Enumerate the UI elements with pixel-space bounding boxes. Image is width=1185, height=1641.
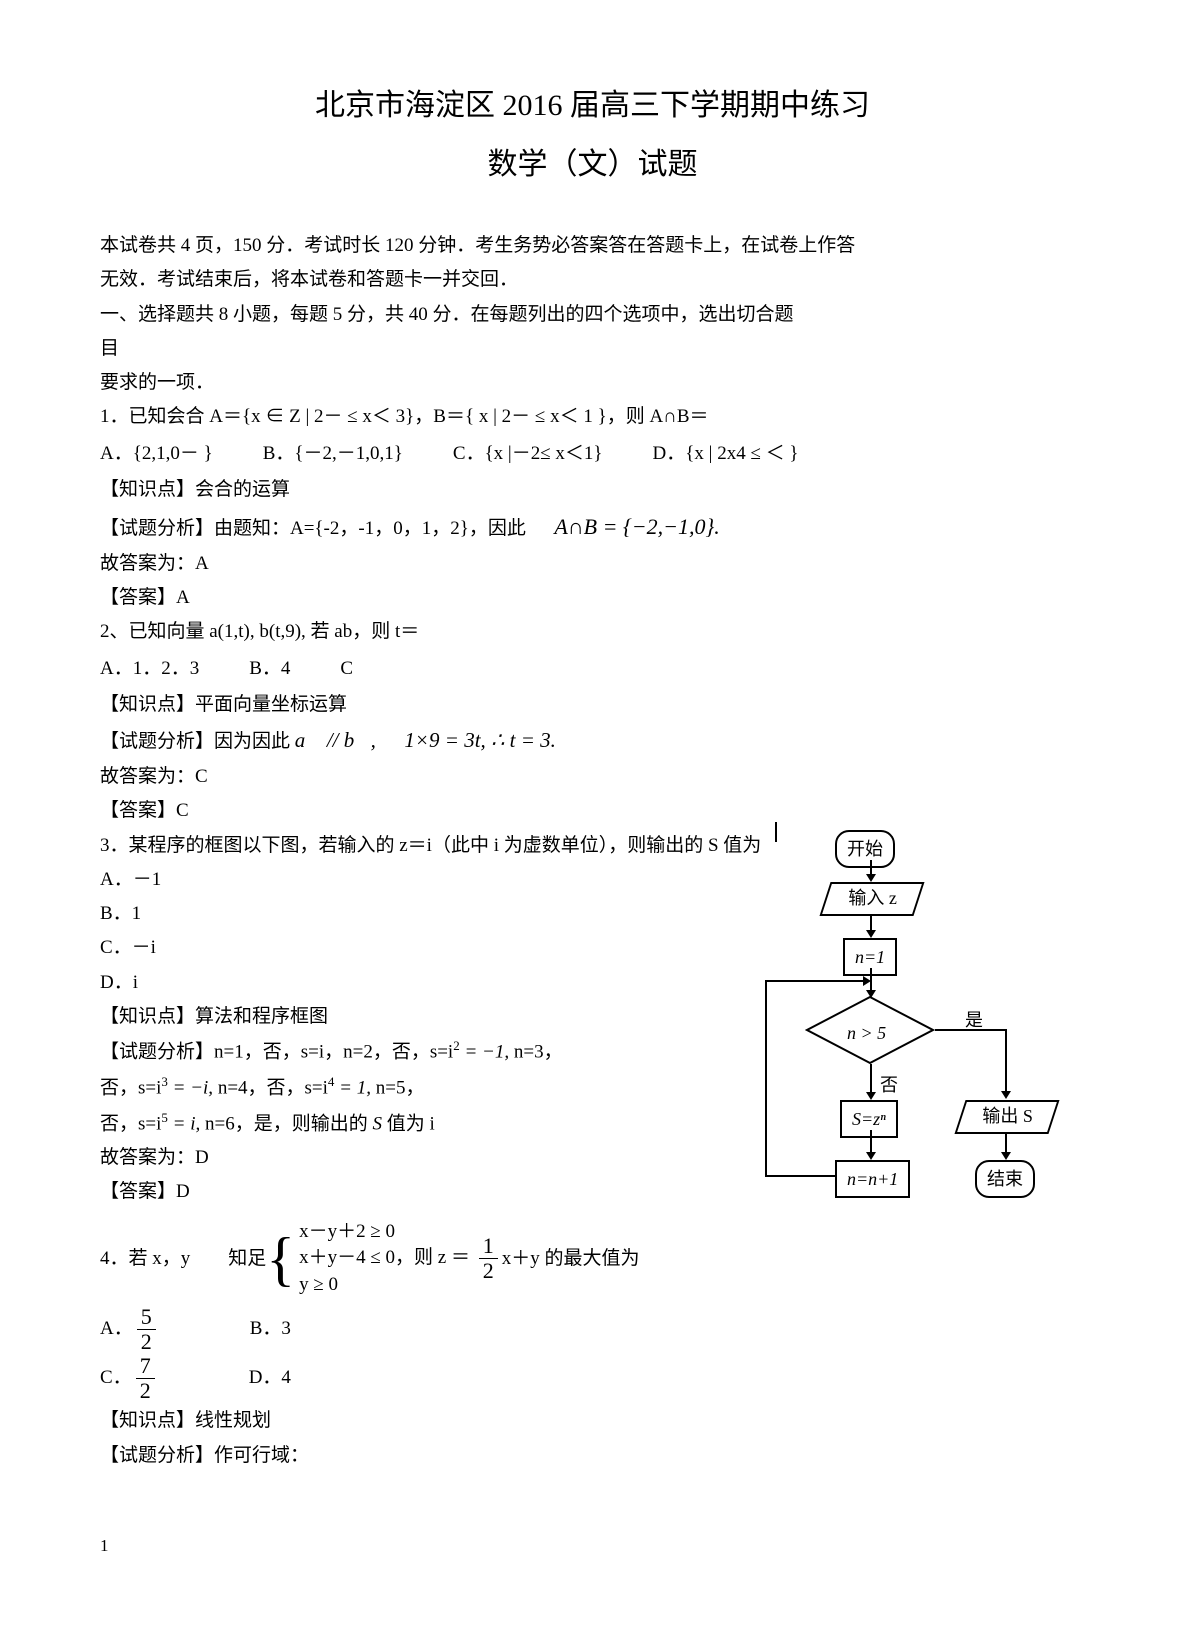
fc-arrow-assign xyxy=(870,1130,872,1158)
intro-p1: 本试卷共 4 页，150 分．考试时长 120 分钟．考生务势必答案答在答题卡上… xyxy=(100,230,1085,262)
q4-choices-1: A． 5 2 B．3 xyxy=(100,1305,1085,1354)
doc-title: 北京市海淀区 2016 届高三下学期期中练习 xyxy=(100,80,1085,131)
q2-analysis: 【试题分析】因为因此 a⃗ // b⃗, 1×9 = 3t, ∴ t = 3. xyxy=(100,723,1085,759)
q3-an1-eq: = −1, xyxy=(460,1042,509,1063)
fc-arrow-yes-v xyxy=(1005,1029,1007,1097)
fc-end: 结束 xyxy=(975,1160,1035,1199)
q1-choice-d: D．{x | 2x4 ≤ ＜ } xyxy=(653,438,799,470)
q2-ans: 【答案】C xyxy=(100,795,1085,827)
q1-stem: 1．已知会合 A＝{x ∈ Z | 2－ ≤ x＜ 3}，B＝{ x | 2－ … xyxy=(100,401,1085,433)
q4-c1: x－y＋2 ≥ 0 xyxy=(299,1221,395,1242)
fc-output-label: 输出 S xyxy=(982,1102,1033,1130)
fc-arrow-2 xyxy=(870,916,872,936)
fc-cond: n > 5 xyxy=(847,1018,886,1049)
q4-kp: 【知识点】线性规划 xyxy=(100,1405,1085,1437)
q4-c2: x＋y－4 ≤ 0，则 z ＝ xyxy=(299,1247,470,1268)
q3-block: 3．某程序的框图以下图，若输入的 z＝i（此中 i 为虚数单位），则输出的 S … xyxy=(100,830,1085,1209)
fc-output: 输出 S xyxy=(954,1100,1059,1134)
q3-an2-eq2: = 1, xyxy=(334,1077,371,1098)
q3-an2-pre: 否，s=i xyxy=(100,1077,161,1098)
q1-analysis-text: 【试题分析】由题知：A={-2，-1，0，1，2}，因此 xyxy=(100,518,526,539)
q3-an3-mid: n=6，是，则输出的 xyxy=(200,1113,367,1134)
fc-loop-h1 xyxy=(765,1175,835,1177)
q2-analysis-pre: 【试题分析】因为因此 xyxy=(100,731,290,752)
q4-choice-d: D．4 xyxy=(249,1362,291,1394)
q3-an3-eq: = i, xyxy=(168,1113,200,1134)
intro-p5: 要求的一项． xyxy=(100,367,1085,399)
q4-choices-2: C． 7 2 D．4 xyxy=(100,1354,1085,1403)
q4-c-den: 2 xyxy=(136,1379,155,1403)
q3-an3-post: 值为 i xyxy=(382,1113,435,1134)
q1-kp: 【知识点】会合的运算 xyxy=(100,474,1085,506)
q3-an3-s: S xyxy=(372,1113,382,1134)
q4-frac-c: 7 2 xyxy=(136,1354,155,1403)
q4-constraints: { x－y＋2 ≥ 0 x＋y－4 ≤ 0，则 z ＝ y ≥ 0 xyxy=(266,1219,470,1299)
q4-choice-a: A． xyxy=(100,1313,133,1345)
q4-frac-num: 1 xyxy=(479,1234,498,1259)
q1-choice-a: A．{2,1,0－ } xyxy=(100,438,213,470)
q3-an3-pre: 否，s=i xyxy=(100,1113,161,1134)
q2-choice-b: B．4 xyxy=(249,653,290,685)
q3-an1-pre: 【试题分析】n=1，否，s=i，n=2，否，s=i xyxy=(100,1042,453,1063)
q1-ans: 【答案】A xyxy=(100,582,1085,614)
q4-stem-pre: 4．若 x，y 知足 xyxy=(100,1243,266,1275)
q2-choice-c: C xyxy=(340,653,353,685)
q4-a-den: 2 xyxy=(137,1330,156,1354)
q4-analysis: 【试题分析】作可行域： xyxy=(100,1440,1085,1472)
q4-a-num: 5 xyxy=(137,1305,156,1330)
fc-input: 输入 z xyxy=(819,882,924,916)
q1-choices: A．{2,1,0－ } B．{－2,－1,0,1} C．{x |－2≤ x＜1}… xyxy=(100,438,1085,470)
q4-choice-b: B．3 xyxy=(250,1313,291,1345)
doc-subtitle: 数学（文）试题 xyxy=(100,139,1085,190)
q3-an1-post: n=3， xyxy=(509,1042,562,1063)
q2-analysis-m1: a⃗ // b⃗, xyxy=(295,728,376,752)
fc-loop-h2 xyxy=(765,980,869,982)
brace-icon: { xyxy=(266,1229,295,1289)
fc-input-label: 输入 z xyxy=(848,884,897,912)
fc-inc: n=n+1 xyxy=(835,1160,910,1199)
intro-p3: 一、选择题共 8 小题，每题 5 分，共 40 分．在每题列出的四个选项中，选出… xyxy=(100,299,1085,331)
fc-assign: S=zⁿ xyxy=(840,1100,898,1139)
q2-analysis-m2: 1×9 = 3t, ∴ t = 3. xyxy=(404,728,556,752)
flowchart: 开始 输入 z n=1 n > 5 是 输出 S 结束 否 S=zⁿ n=n+1 xyxy=(735,830,1095,1310)
q3-an2-eq: = −i, xyxy=(168,1077,213,1098)
q1-analysis-math: A∩B = {−2,−1,0}. xyxy=(554,514,719,539)
intro-p2: 无效．考试结束后，将本试卷和答题卡一并交回． xyxy=(100,264,1085,296)
fc-yes: 是 xyxy=(965,1005,983,1036)
q2-so: 故答案为：C xyxy=(100,761,1085,793)
fc-loop-v xyxy=(765,980,767,1177)
q4-c-num: 7 xyxy=(136,1354,155,1379)
fc-arrow-no xyxy=(870,1064,872,1098)
q1-analysis: 【试题分析】由题知：A={-2，-1，0，1，2}，因此 A∩B = {−2,−… xyxy=(100,508,1085,545)
q4-frac-a: 5 2 xyxy=(137,1305,156,1354)
q1-choice-c: C．{x |－2≤ x＜1} xyxy=(453,438,603,470)
q2-choices: A．1．2．3 B．4 C xyxy=(100,653,1085,685)
fc-start: 开始 xyxy=(835,830,895,869)
intro-p4: 目 xyxy=(100,333,1085,365)
q3-an2-post: n=5， xyxy=(371,1077,424,1098)
fc-arrow-1 xyxy=(870,860,872,880)
q1-so: 故答案为：A xyxy=(100,548,1085,580)
q2-choice-a: A．1．2．3 xyxy=(100,653,199,685)
q2-stem: 2、已知向量 a(1,t), b(t,9), 若 ab，则 t＝ xyxy=(100,616,1085,648)
fc-arrow-out xyxy=(1005,1134,1007,1158)
q4-frac-den: 2 xyxy=(479,1259,498,1283)
q1-choice-b: B．{－2,－1,0,1} xyxy=(263,438,403,470)
q4-frac: 1 2 xyxy=(479,1234,498,1283)
q2-kp: 【知识点】平面向量坐标运算 xyxy=(100,689,1085,721)
q3-an2-mid: n=4，否，s=i xyxy=(213,1077,328,1098)
q4-stem-post: x＋y 的最大值为 xyxy=(502,1243,640,1275)
page-number: 1 xyxy=(100,1532,1085,1561)
q4-c3: y ≥ 0 xyxy=(299,1274,338,1295)
q4-choice-c: C． xyxy=(100,1362,132,1394)
fc-tick xyxy=(775,822,777,842)
fc-no: 否 xyxy=(880,1070,898,1101)
